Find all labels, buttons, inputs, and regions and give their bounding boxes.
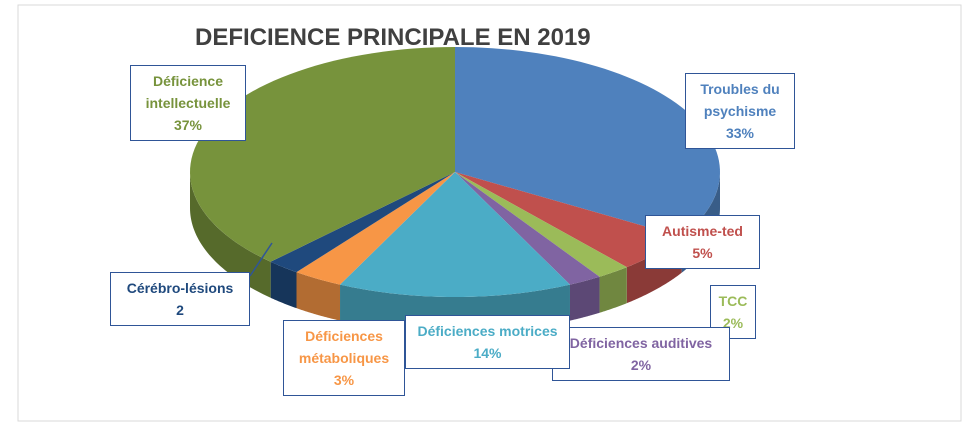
pie-slice (340, 172, 570, 297)
category-label: Cérébro-lésions (126, 280, 234, 296)
pie-slice (455, 172, 627, 277)
pie-slice-side (270, 261, 297, 309)
category-label: Déficiences métaboliques (298, 328, 390, 366)
leader-line (249, 242, 273, 277)
category-label: Autisme-ted (662, 223, 743, 239)
pie-slice (455, 47, 720, 237)
category-label: Troubles du psychisme (700, 81, 780, 119)
pie-slice (455, 172, 682, 268)
value-label: 2 (176, 302, 184, 318)
category-label: Déficiences motrices (417, 323, 558, 339)
data-label: Autisme-ted 5% (645, 215, 760, 269)
pie-slice-side (569, 276, 600, 321)
value-label: 33% (725, 125, 755, 141)
chart-title: DEFICIENCE PRINCIPALE EN 2019 (195, 24, 591, 51)
pie-slice (270, 172, 455, 273)
pie-slice-side (190, 172, 271, 298)
value-label: 5% (692, 245, 713, 261)
pie-slice (455, 172, 600, 285)
data-label: Déficiences motrices 14% (405, 315, 570, 369)
pie-slice-side (599, 267, 627, 313)
data-label: Troubles du psychisme 33% (685, 73, 795, 149)
value-label: 3% (333, 372, 355, 388)
category-label: TCC (718, 293, 748, 309)
data-label: Déficiences métaboliques 3% (283, 320, 405, 396)
category-label: Déficience intellectuelle (145, 73, 231, 111)
value-label: 37% (173, 117, 203, 133)
value-label: 2% (630, 357, 652, 373)
data-label: TCC 2% (710, 285, 756, 339)
pie-slice-side (296, 272, 341, 321)
chart-frame (17, 4, 962, 422)
data-label: Cérébro-lésions 2 (110, 272, 250, 326)
pie-slice (296, 172, 455, 285)
pie (190, 47, 720, 333)
data-label: Déficience intellectuelle 37% (130, 65, 246, 141)
value-label: 14% (473, 345, 502, 361)
pie-slice (190, 47, 455, 262)
data-label: Déficiences auditives 2% (552, 327, 730, 381)
category-label: Déficiences auditives (569, 335, 713, 351)
